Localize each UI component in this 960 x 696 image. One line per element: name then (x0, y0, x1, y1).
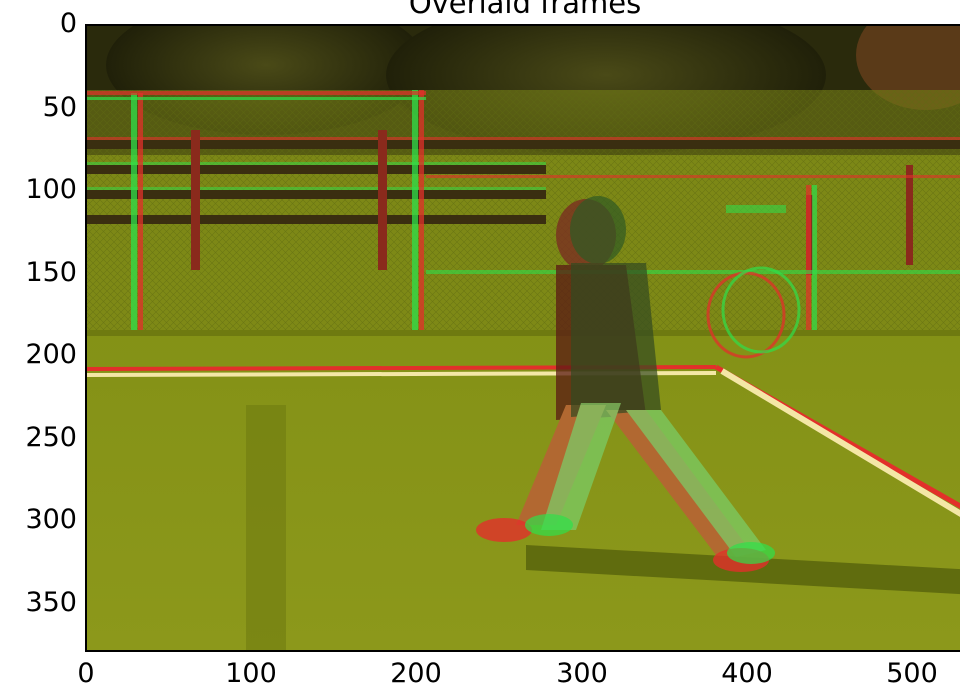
scene-svg (86, 25, 960, 652)
x-tick-label: 400 (721, 658, 773, 689)
x-tick-label: 500 (886, 658, 938, 689)
player-frame-green (541, 196, 801, 557)
bench-rails (86, 130, 960, 275)
y-tick-label: 150 (25, 257, 77, 288)
y-tick-label: 0 (59, 8, 77, 39)
y-tick-label: 100 (25, 174, 77, 205)
figure-title: Overlaid frames (408, 0, 642, 20)
x-tick-label: 0 (77, 658, 95, 689)
baseline (86, 330, 960, 336)
x-tick-label: 100 (225, 658, 277, 689)
y-tick-label: 350 (25, 587, 77, 618)
y-tick-label: 300 (25, 504, 77, 535)
fence-posts (86, 90, 960, 333)
shoes (476, 514, 775, 572)
overlaid-image (86, 25, 960, 652)
x-tick-label: 200 (390, 658, 442, 689)
x-tick-label: 300 (556, 658, 608, 689)
y-tick-label: 50 (42, 92, 77, 123)
net-post-shadow (246, 405, 286, 652)
y-tick-label: 250 (25, 422, 77, 453)
y-tick-label: 200 (25, 339, 77, 370)
